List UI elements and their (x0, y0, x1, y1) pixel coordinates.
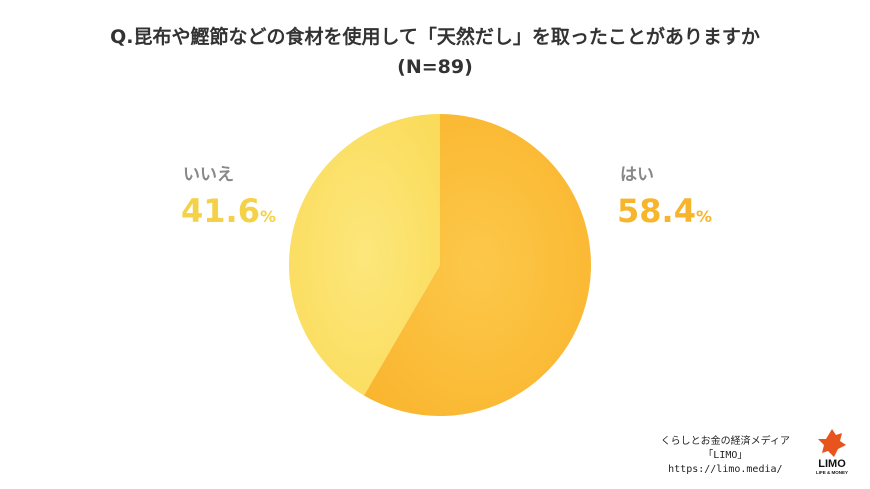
chart-title: Q.昆布や鰹節などの食材を使用して「天然だし」を取ったことがありますか (N=8… (0, 22, 870, 82)
credit-block: くらしとお金の経済メディア 「LIMO」 https://limo.media/ (661, 435, 790, 477)
pie-slice-yes (363, 114, 592, 416)
credit-url: https://limo.media/ (668, 464, 783, 475)
chart-title-question: Q.昆布や鰹節などの食材を使用して「天然だし」を取ったことがありますか (110, 26, 760, 48)
slice-value-no-number: 41.6 (181, 192, 260, 230)
slice-value-yes: 58.4% (617, 193, 712, 235)
limo-logo: LIMO LIFE & MONEY (816, 429, 848, 475)
slice-value-no-unit: % (259, 207, 276, 226)
limo-logo-subtext: LIFE & MONEY (816, 470, 848, 475)
pie-slice-no (289, 114, 440, 396)
credit-media-name: くらしとお金の経済メディア (660, 436, 790, 447)
slice-label-no: いいえ (183, 165, 234, 185)
limo-fox-icon (818, 429, 846, 457)
slice-value-yes-unit: % (695, 207, 712, 226)
limo-logo-text: LIMO (818, 458, 846, 470)
chart-title-sample-size: (N=89) (397, 56, 473, 78)
slice-value-no: 41.6% (181, 193, 276, 235)
credit-brand: 「LIMO」 (703, 450, 748, 461)
slice-value-yes-number: 58.4 (617, 192, 696, 230)
slice-label-yes: はい (620, 165, 654, 185)
